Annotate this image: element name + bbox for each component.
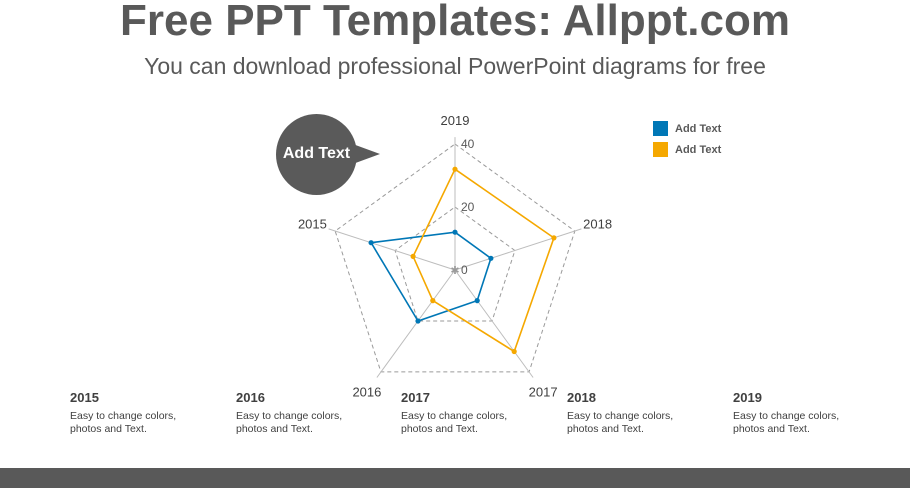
page-subtitle: You can download professional PowerPoint… <box>144 53 766 79</box>
info-year: 2016 <box>236 390 265 405</box>
legend-label: Add Text <box>675 122 722 135</box>
legend-item: Add Text <box>653 118 721 139</box>
radar-grid-ring <box>394 206 516 322</box>
legend-swatch <box>653 121 668 136</box>
radar-data-point <box>368 240 374 246</box>
radar-data-point <box>452 166 458 172</box>
chart-legend: Add Text Add Text <box>653 118 721 160</box>
callout-bubble <box>276 114 357 195</box>
radar-category-label: 2019 <box>441 113 470 128</box>
legend-swatch <box>653 142 668 157</box>
info-year: 2017 <box>401 390 430 405</box>
radar-data-point <box>410 253 416 259</box>
radar-category-label: 2015 <box>298 217 327 232</box>
radar-data-point <box>452 229 458 235</box>
info-block-2017: 2017 Easy to change colors, photos and T… <box>401 390 551 436</box>
radar-spoke <box>454 269 534 378</box>
info-description: Easy to change colors, photos and Text. <box>70 410 177 435</box>
radar-tick-label: 40 <box>461 137 475 151</box>
radar-category-label: 2016 <box>352 384 381 399</box>
radar-data-point <box>430 298 436 304</box>
radar-data-point <box>474 298 480 304</box>
info-description: Easy to change colors, photos and Text. <box>401 410 508 435</box>
info-year: 2015 <box>70 390 99 405</box>
radar-data-point <box>551 235 557 241</box>
info-description: Easy to change colors, photos and Text. <box>733 410 840 435</box>
info-description: Easy to change colors, photos and Text. <box>236 410 343 435</box>
legend-label: Add Text <box>675 143 722 156</box>
callout-pointer <box>350 143 380 165</box>
radar-grid-ring <box>334 143 576 373</box>
info-description: Easy to change colors, photos and Text. <box>567 410 674 435</box>
radar-data-point <box>488 255 494 261</box>
radar-spoke <box>376 269 456 378</box>
radar-series-line <box>369 231 492 322</box>
radar-spoke <box>328 228 456 271</box>
legend-item: Add Text <box>653 139 721 160</box>
page-title: Free PPT Templates: Allppt.com <box>120 0 790 45</box>
radar-series-line <box>412 168 555 353</box>
radar-tick-label: 0 <box>461 263 468 277</box>
callout-text: Add Text <box>282 145 351 162</box>
footer-bar <box>0 468 910 488</box>
radar-spoke <box>454 228 582 271</box>
info-block-2015: 2015 Easy to change colors, photos and T… <box>70 390 220 436</box>
radar-center-mark: ✱ <box>450 265 459 277</box>
info-block-2018: 2018 Easy to change colors, photos and T… <box>567 390 717 436</box>
info-year: 2019 <box>733 390 762 405</box>
info-block-2016: 2016 Easy to change colors, photos and T… <box>236 390 386 436</box>
info-year: 2018 <box>567 390 596 405</box>
info-block-2019: 2019 Easy to change colors, photos and T… <box>733 390 883 436</box>
radar-category-label: 2018 <box>583 217 612 232</box>
radar-data-point <box>511 348 517 355</box>
radar-tick-label: 20 <box>461 200 475 214</box>
radar-category-label: 2017 <box>529 384 558 399</box>
radar-data-point <box>415 318 421 324</box>
